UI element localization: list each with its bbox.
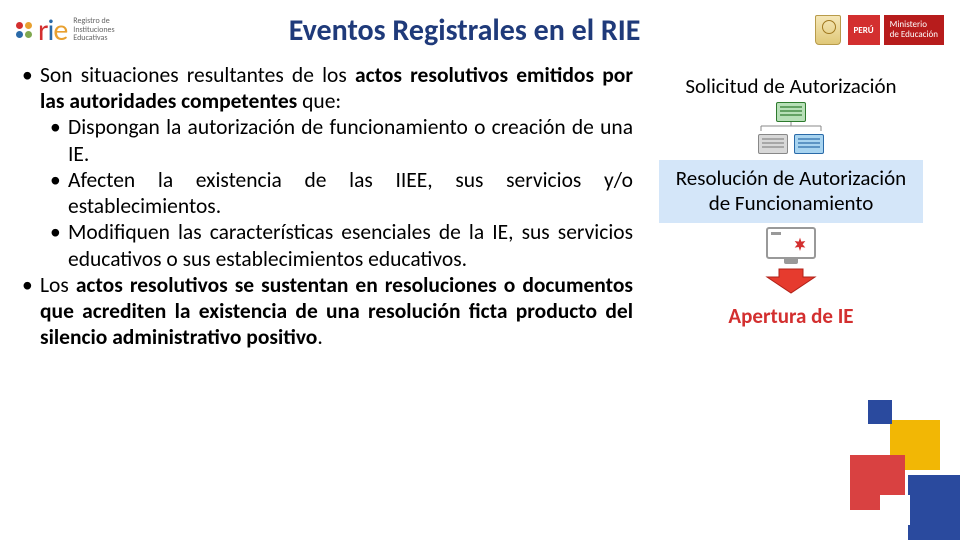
peru-badge: PERÚ	[845, 15, 880, 45]
bullet-1-1: Dispongan la autorización de funcionamie…	[18, 114, 633, 166]
bullet-1-2: Afecten la existencia de las IIEE, sus s…	[18, 167, 633, 219]
arrow-down-icon	[765, 267, 817, 295]
star-icon	[792, 237, 808, 253]
rie-subtitle: Registro deInstitucionesEducativas	[73, 17, 114, 42]
page-title: Eventos Registrales en el RIE	[115, 12, 815, 49]
ministry-badge: Ministeriode Educación	[884, 15, 944, 45]
flow-step-2-box: Resolución de Autorización de Funcionami…	[659, 160, 923, 222]
bullet-2: Los actos resolutivos se sustentan en re…	[18, 272, 633, 351]
bullet-1: Son situaciones resultantes de los actos…	[18, 62, 633, 114]
header: rie Registro deInstitucionesEducativas E…	[0, 0, 960, 54]
rie-logo: rie Registro deInstitucionesEducativas	[16, 12, 115, 49]
corner-decoration	[850, 400, 960, 540]
screen-icon	[766, 227, 816, 265]
government-logo: PERÚ Ministeriode Educación	[815, 15, 944, 45]
flow-step-3-label: Apertura de IE	[659, 303, 923, 329]
bullet-1-3: Modifiquen las características esenciale…	[18, 219, 633, 271]
shield-icon	[815, 15, 841, 45]
rie-wordmark: rie	[38, 12, 67, 49]
documents-icon	[659, 102, 923, 154]
flow-diagram: Solicitud de Autorización Resolución de …	[633, 62, 933, 350]
rie-dots-icon	[16, 22, 32, 38]
body-text: Son situaciones resultantes de los actos…	[18, 62, 633, 350]
flow-step-1-label: Solicitud de Autorización	[659, 74, 923, 98]
